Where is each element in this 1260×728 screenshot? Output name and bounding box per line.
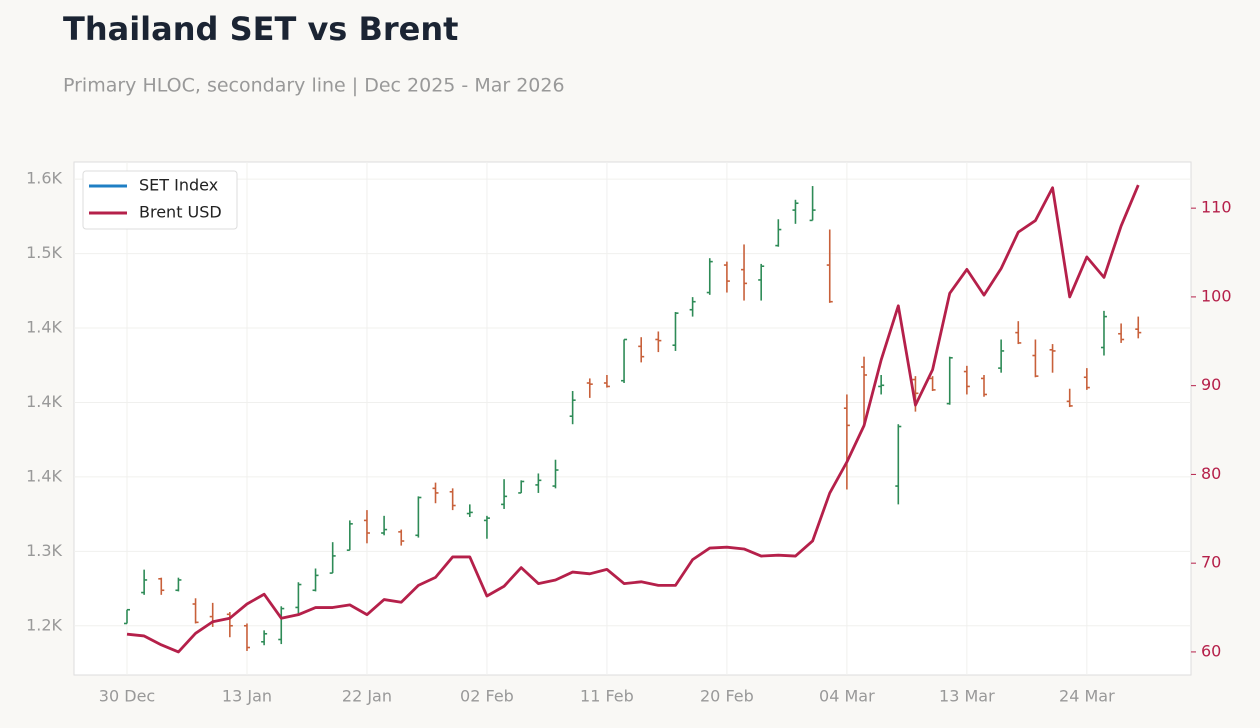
x-tick-label: 02 Feb [460, 687, 514, 706]
x-tick-label: 20 Feb [700, 687, 754, 706]
y2-tick-label: 100 [1201, 286, 1232, 305]
plot-area [73, 161, 1192, 676]
x-tick-label: 30 Dec [99, 687, 155, 706]
y-tick-label: 1.3K [26, 541, 62, 560]
chart-subtitle: Primary HLOC, secondary line | Dec 2025 … [63, 75, 565, 97]
y-tick-label: 1.4K [26, 466, 62, 485]
x-tick-label: 22 Jan [342, 687, 392, 706]
y2-tick-label: 70 [1201, 553, 1221, 572]
chart-title: Thailand SET vs Brent [63, 10, 458, 48]
y2-tick-label: 90 [1201, 375, 1221, 394]
x-tick-label: 24 Mar [1059, 687, 1115, 706]
y-tick-label: 1.2K [26, 615, 62, 634]
y2-tick-label: 80 [1201, 464, 1221, 483]
line-series [126, 184, 1140, 654]
legend-label: SET Index [139, 176, 218, 195]
x-tick-label: 04 Mar [819, 687, 875, 706]
y2-tick-label: 110 [1201, 198, 1232, 217]
y2-tick-label: 60 [1201, 641, 1221, 660]
y-tick-label: 1.5K [26, 243, 62, 262]
x-tick-label: 13 Jan [222, 687, 272, 706]
y-tick-label: 1.4K [26, 318, 62, 337]
y-tick-label: 1.6K [26, 169, 62, 188]
x-tick-label: 11 Feb [580, 687, 634, 706]
legend-label: Brent USD [139, 203, 222, 222]
y-tick-label: 1.4K [26, 392, 62, 411]
x-tick-label: 13 Mar [939, 687, 995, 706]
